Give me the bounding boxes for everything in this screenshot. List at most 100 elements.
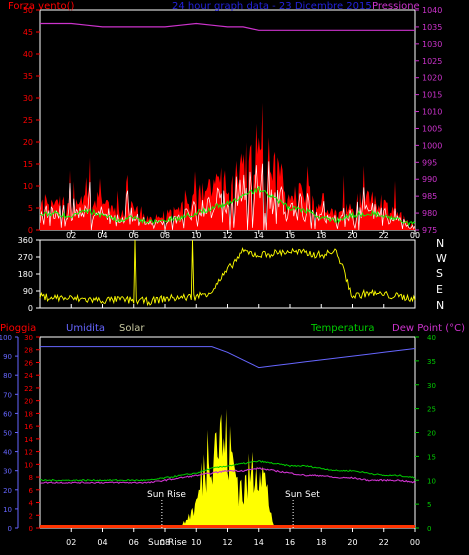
rain-tick-label: 18 (24, 410, 33, 418)
dewpoint-line (39, 467, 416, 485)
x-tick-label-bottom: 04 (97, 538, 107, 547)
pressure-tick-label: 1040 (422, 6, 442, 15)
x-tick-label-bottom: 18 (316, 538, 326, 547)
humidity-line (40, 346, 416, 369)
humidity-tick-label: 40 (3, 449, 12, 457)
pressure-tick-label: 1035 (422, 23, 442, 32)
humidity-tick-label: 10 (3, 506, 12, 514)
rain-tick-label: 28 (24, 347, 33, 355)
humidity-tick-label: 0 (8, 525, 12, 533)
direction-tick-label: 270 (18, 253, 33, 262)
direction-tick-label: 180 (18, 270, 33, 279)
temperature-tick-label: 35 (427, 358, 436, 366)
humidity-axis-label: Umidita (66, 323, 105, 334)
x-tick-label-bottom: 12 (222, 538, 232, 547)
humidity-tick-label: 30 (3, 468, 12, 476)
pressure-tick-label: 990 (422, 175, 437, 184)
rain-tick-label: 22 (24, 385, 33, 393)
humidity-tick-label: 60 (3, 410, 12, 418)
x-tick-label-top: 18 (316, 231, 326, 240)
direction-tick-label: 0 (28, 304, 33, 313)
pressure-tick-label: 1030 (422, 40, 442, 49)
x-tick-label-bottom: 06 (129, 538, 139, 547)
wind-gust-line (39, 161, 416, 231)
temperature-axis-label: Temperatura (310, 323, 375, 334)
wind-tick-label: 15 (23, 160, 33, 169)
x-tick-label-top: 08 (160, 231, 170, 240)
temperature-tick-label: 5 (427, 501, 431, 509)
wind-tick-label: 30 (23, 94, 33, 103)
chart-title: 24 hour graph data - 23 Dicembre 2015 (172, 1, 372, 12)
compass-n-bottom: N (436, 299, 444, 312)
rain-tick-label: 24 (24, 372, 33, 380)
pressure-tick-label: 980 (422, 209, 437, 218)
x-tick-label-bottom: 16 (285, 538, 295, 547)
rain-tick-label: 14 (24, 436, 33, 444)
direction-tick-label: 360 (18, 236, 33, 245)
wind-tick-label: 20 (23, 138, 33, 147)
compass-e: E (436, 283, 443, 296)
temperature-tick-label: 25 (427, 406, 436, 414)
x-tick-label-bottom: 00 (410, 538, 420, 547)
x-tick-label-top: 16 (285, 231, 295, 240)
x-tick-label-top: 20 (347, 231, 357, 240)
x-tick-label-top: 22 (379, 231, 389, 240)
x-tick-label-top: 12 (222, 231, 232, 240)
humidity-tick-label: 100 (0, 334, 12, 342)
sun-rise-label: Sun Rise (147, 490, 186, 500)
rain-tick-label: 30 (24, 334, 33, 342)
wind-tick-label: 5 (28, 204, 33, 213)
x-tick-label-top: 06 (129, 231, 139, 240)
compass-n-top: N (436, 237, 444, 250)
pressure-tick-label: 1000 (422, 141, 442, 150)
temperature-tick-label: 40 (427, 334, 436, 342)
humidity-tick-label: 80 (3, 372, 12, 380)
pressure-tick-label: 995 (422, 158, 437, 167)
solar-axis-label: Solar (119, 323, 145, 334)
rain-tick-label: 8 (29, 474, 33, 482)
pressure-tick-label: 1020 (422, 74, 442, 83)
wind-direction-line (39, 239, 416, 307)
dewpoint-axis-label: Dew Point (°C) (392, 323, 465, 334)
rain-tick-label: 16 (24, 423, 33, 431)
wind-tick-label: 10 (23, 182, 33, 191)
temperature-tick-label: 15 (427, 453, 436, 461)
pressure-tick-label: 1005 (422, 124, 442, 133)
rain-tick-label: 10 (24, 461, 33, 469)
pressure-tick-label: 1010 (422, 108, 442, 117)
x-tick-label-top: 10 (191, 231, 201, 240)
wind-axis-label: Forza vento() (8, 1, 75, 12)
temperature-line (40, 460, 416, 482)
wind-tick-label: 50 (23, 6, 33, 15)
direction-tick-label: 90 (23, 287, 33, 296)
wind-average-line (39, 185, 416, 227)
x-tick-label-bottom: 20 (347, 538, 357, 547)
rain-tick-label: 26 (24, 359, 33, 367)
x-tick-label-top: 00 (410, 231, 420, 240)
pressure-tick-label: 1025 (422, 57, 442, 66)
humidity-tick-label: 90 (3, 353, 12, 361)
pressure-tick-label: 975 (422, 226, 437, 235)
rain-tick-label: 0 (29, 525, 33, 533)
rain-bar (40, 525, 415, 528)
sun-set-label: Sun Set (285, 490, 320, 500)
x-tick-label-top: 02 (66, 231, 76, 240)
compass-w: W (436, 252, 447, 265)
pressure-tick-label: 985 (422, 192, 437, 201)
pressure-line (40, 22, 415, 31)
wind-tick-label: 45 (23, 28, 33, 37)
wind-tick-label: 35 (23, 72, 33, 81)
rain-axis-label: Pioggia (0, 323, 36, 334)
rain-tick-label: 2 (29, 512, 33, 520)
solar-area (40, 408, 415, 528)
x-tick-label-bottom: 22 (379, 538, 389, 547)
temperature-tick-label: 30 (427, 382, 436, 390)
rain-tick-label: 20 (24, 398, 33, 406)
temperature-tick-label: 0 (427, 525, 431, 533)
x-tick-label-top: 04 (97, 231, 107, 240)
wind-tick-label: 40 (23, 50, 33, 59)
pressure-axis-label: Pressione (372, 1, 420, 12)
x-tick-label-bottom: 10 (191, 538, 201, 547)
x-tick-label-top: 14 (254, 231, 264, 240)
